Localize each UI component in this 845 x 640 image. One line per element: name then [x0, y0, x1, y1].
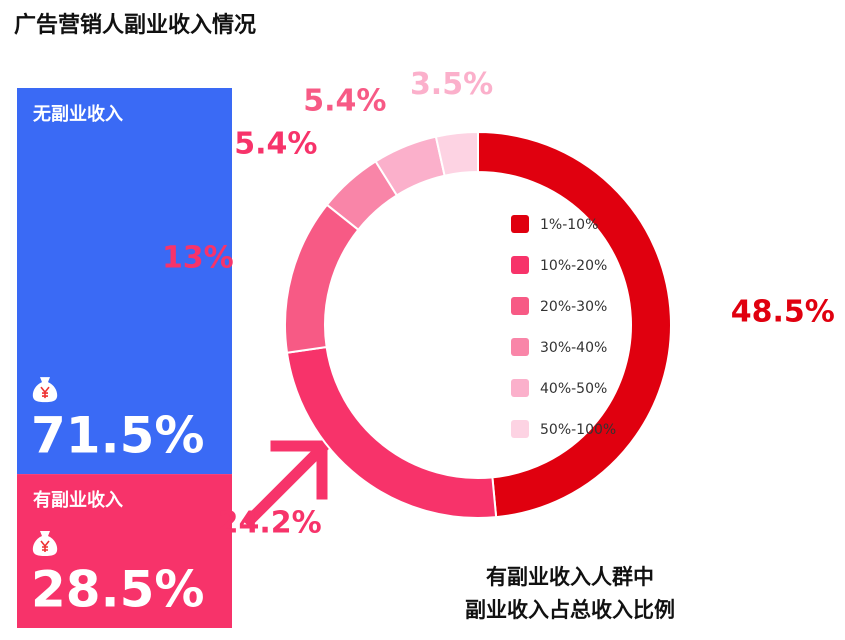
donut-slice [284, 203, 360, 354]
segment-name: 有副业收入 [33, 489, 123, 511]
icon-symbol [40, 386, 50, 399]
slice-label: 5.4% [234, 127, 317, 162]
legend-text: 30%-40% [540, 340, 607, 356]
donut-subtitle: 有副业收入人群中 [486, 565, 654, 589]
legend-swatch [511, 297, 529, 315]
donut-slice [434, 130, 479, 177]
money-bag-icon [32, 531, 58, 556]
legend-text: 1%-10% [540, 217, 598, 233]
icon-symbol [40, 540, 50, 552]
page-title: 广告营销人副业收入情况 [14, 12, 256, 38]
slice-label: 3.5% [410, 67, 493, 102]
segment-name: 无副业收入 [33, 103, 123, 125]
legend-swatch [511, 420, 529, 438]
icon-shape [32, 377, 58, 403]
legend-text: 40%-50% [540, 381, 607, 397]
slice-label: 24.2% [218, 505, 322, 540]
legend-swatch [511, 215, 529, 233]
legend-text: 20%-30% [540, 299, 607, 315]
value-label: 71.5% [31, 407, 204, 465]
donut-slice [477, 130, 672, 519]
slice-label: 5.4% [303, 84, 386, 119]
legend-swatch [511, 338, 529, 356]
legend-swatch [511, 256, 529, 274]
legend-text: 50%-100% [540, 422, 616, 438]
icon-shape [32, 531, 58, 556]
bar-segment [17, 88, 232, 475]
value-label: 28.5% [31, 561, 204, 619]
slice-label: 13% [162, 241, 234, 276]
growth-arrow [242, 440, 330, 528]
money-bag-icon [32, 377, 58, 403]
slice-label: 48.5% [731, 295, 835, 330]
legend-text: 10%-20% [540, 258, 607, 274]
donut-subtitle: 副业收入占总收入比例 [465, 598, 675, 622]
legend-swatch [511, 379, 529, 397]
